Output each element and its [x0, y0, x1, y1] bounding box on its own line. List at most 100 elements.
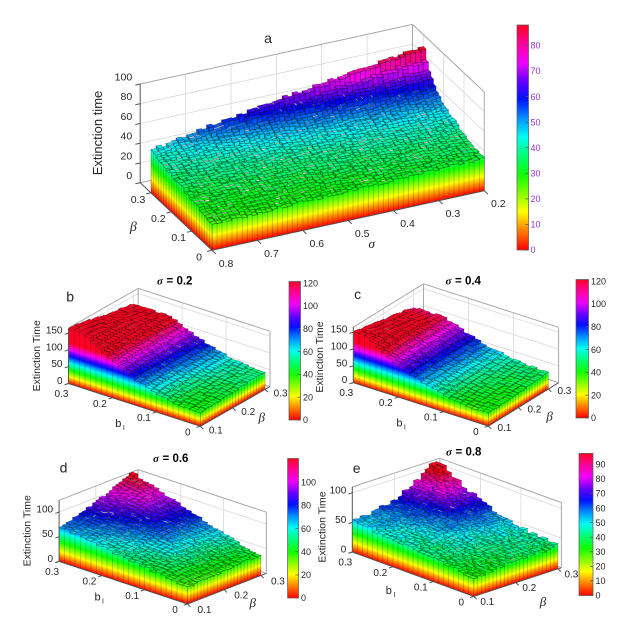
- svg-text:0: 0: [196, 251, 202, 263]
- svg-text:0.2: 0.2: [527, 405, 541, 416]
- svg-text:0.2: 0.2: [82, 577, 96, 588]
- svg-text:0.6: 0.6: [309, 238, 324, 250]
- svg-text:b: b: [115, 418, 121, 430]
- svg-text:0.4: 0.4: [400, 218, 415, 230]
- svg-text:0: 0: [301, 593, 306, 603]
- svg-text:σ: σ: [368, 236, 375, 251]
- svg-text:150: 150: [46, 326, 63, 337]
- svg-text:80: 80: [301, 501, 311, 511]
- svg-text:0.3: 0.3: [55, 389, 69, 400]
- svg-text:0.2: 0.2: [379, 398, 393, 409]
- svg-text:0.2: 0.2: [373, 568, 387, 579]
- svg-text:Extinction Time: Extinction Time: [314, 321, 326, 392]
- svg-text:0: 0: [531, 245, 536, 255]
- svg-text:0.2: 0.2: [93, 399, 107, 410]
- svg-text:0.1: 0.1: [125, 591, 139, 602]
- svg-text:0.7: 0.7: [264, 248, 279, 260]
- svg-text:50: 50: [336, 358, 348, 369]
- svg-text:0: 0: [473, 427, 479, 438]
- svg-text:30: 30: [596, 547, 606, 557]
- svg-text:0.3: 0.3: [131, 194, 146, 206]
- svg-text:40: 40: [301, 547, 311, 557]
- svg-text:50: 50: [51, 359, 63, 370]
- svg-text:0: 0: [459, 597, 465, 608]
- svg-text:σ: σ: [157, 276, 164, 288]
- svg-text:b: b: [386, 585, 392, 597]
- svg-text:0.3: 0.3: [557, 386, 571, 397]
- svg-text:0: 0: [126, 170, 132, 182]
- svg-text:I: I: [393, 592, 395, 599]
- svg-text:0: 0: [303, 415, 308, 425]
- svg-text:0.1: 0.1: [209, 425, 223, 436]
- svg-text:0.2: 0.2: [241, 407, 255, 418]
- svg-text:100: 100: [331, 342, 348, 353]
- svg-text:0.3: 0.3: [338, 558, 352, 569]
- svg-text:150: 150: [331, 325, 348, 336]
- svg-text:60: 60: [121, 111, 133, 123]
- svg-text:10: 10: [596, 576, 606, 586]
- svg-text:120: 120: [303, 278, 318, 288]
- svg-text:0.5: 0.5: [355, 228, 370, 240]
- svg-text:0.3: 0.3: [274, 388, 288, 399]
- svg-text:0: 0: [341, 545, 347, 556]
- svg-text:70: 70: [531, 66, 541, 76]
- svg-text:20: 20: [121, 151, 133, 163]
- svg-text:0: 0: [172, 605, 178, 616]
- svg-text:50: 50: [596, 518, 606, 528]
- svg-text:60: 60: [301, 524, 311, 534]
- svg-text:0: 0: [48, 554, 54, 565]
- svg-text:I: I: [404, 425, 406, 432]
- svg-text:σ: σ: [153, 453, 160, 465]
- svg-text:b: b: [66, 289, 74, 305]
- svg-text:0.2: 0.2: [522, 583, 536, 594]
- svg-text:80: 80: [591, 322, 601, 332]
- svg-text:50: 50: [42, 529, 54, 540]
- svg-text:80: 80: [303, 324, 313, 334]
- svg-text:I: I: [102, 599, 104, 606]
- svg-text:0.2: 0.2: [151, 213, 166, 225]
- svg-text:0.1: 0.1: [497, 423, 511, 434]
- svg-text:0.1: 0.1: [198, 605, 212, 616]
- svg-text:100: 100: [115, 72, 133, 84]
- svg-text:0.2: 0.2: [234, 591, 248, 602]
- svg-text:40: 40: [121, 131, 133, 143]
- svg-text:Extinction time: Extinction time: [90, 91, 105, 176]
- svg-text:= 0.4: = 0.4: [455, 276, 482, 288]
- svg-text:0: 0: [185, 427, 191, 438]
- svg-text:70: 70: [596, 489, 606, 499]
- svg-text:80: 80: [121, 91, 133, 103]
- svg-text:40: 40: [531, 143, 541, 153]
- svg-text:σ: σ: [446, 446, 453, 458]
- svg-text:e: e: [353, 460, 361, 476]
- svg-text:0.1: 0.1: [424, 413, 438, 424]
- svg-text:0.1: 0.1: [414, 583, 428, 594]
- svg-text:0.3: 0.3: [271, 576, 285, 587]
- svg-text:60: 60: [303, 347, 313, 357]
- svg-text:10: 10: [531, 220, 541, 230]
- svg-text:90: 90: [596, 460, 606, 470]
- svg-text:0.2: 0.2: [491, 198, 506, 210]
- svg-text:20: 20: [301, 570, 311, 580]
- svg-text:I: I: [123, 425, 125, 432]
- svg-text:60: 60: [531, 92, 541, 102]
- svg-text:100: 100: [36, 505, 53, 516]
- svg-text:β: β: [129, 220, 137, 235]
- svg-text:Extinction Time: Extinction Time: [22, 495, 34, 566]
- svg-text:120: 120: [591, 276, 606, 286]
- svg-text:0: 0: [57, 376, 63, 387]
- svg-text:0.3: 0.3: [45, 567, 59, 578]
- svg-text:100: 100: [330, 485, 347, 496]
- svg-text:Extinction Time: Extinction Time: [317, 491, 329, 562]
- svg-text:60: 60: [591, 345, 601, 355]
- svg-text:20: 20: [303, 392, 313, 402]
- svg-text:0: 0: [342, 375, 348, 386]
- svg-text:β: β: [539, 594, 547, 609]
- svg-text:60: 60: [596, 503, 606, 513]
- svg-text:β: β: [257, 409, 265, 424]
- svg-text:0.1: 0.1: [480, 597, 494, 608]
- svg-text:100: 100: [303, 301, 318, 311]
- svg-text:0.3: 0.3: [446, 208, 461, 220]
- svg-text:0.3: 0.3: [564, 569, 578, 580]
- svg-text:0.8: 0.8: [219, 258, 234, 270]
- svg-text:β: β: [248, 595, 256, 610]
